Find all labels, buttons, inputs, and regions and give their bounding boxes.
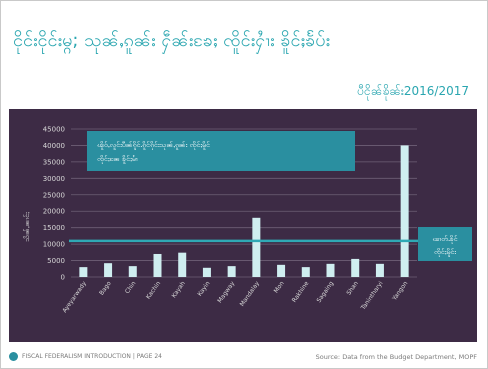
bar-chart: 0 5000 10000 15000 20000 25000 30000 35000 40000…: [23, 126, 472, 314]
bar: [153, 253, 162, 277]
bar: [400, 145, 409, 277]
bar: [104, 263, 113, 277]
fiscal-year-subtitle: ပီငိုၼ်ၶိုၼ်း2016/2017: [357, 84, 469, 98]
footer-source: Source: Data from the Budget Department,…: [315, 353, 477, 361]
y-tick-label: 45000: [43, 126, 65, 134]
bar: [277, 264, 286, 277]
x-category-label: Magway: [216, 280, 236, 305]
y-axis-ticks: 0 5000 10000 15000 20000 25000 30000 35000 40000…: [43, 126, 65, 282]
reference-label-box: [418, 227, 472, 261]
bar: [252, 217, 261, 277]
x-category-label: Bago: [98, 280, 113, 297]
x-category-label: Mandalay: [239, 280, 262, 308]
x-category-label: Kachin: [145, 280, 162, 301]
reference-label-line-1: ၽၢတ်ႉၶိုင်: [432, 235, 458, 244]
y-tick-label: 15000: [43, 224, 65, 232]
footer-logo-icon: [9, 352, 18, 361]
bar: [375, 263, 384, 277]
x-category-label: Kayah: [170, 280, 186, 299]
x-category-label: Shan: [345, 280, 360, 297]
x-category-label: Tanintharyi: [359, 280, 385, 312]
bar: [301, 267, 310, 277]
page-title: ငိုင်းငိုင်းမ္ဂ; သုၼ်ႇၵူၼ်း ႁဵၼ်းၶႄႈ ၸိူ…: [13, 30, 331, 51]
bar: [351, 258, 360, 277]
y-tick-label: 10000: [43, 241, 65, 249]
y-tick-label: 0: [61, 274, 65, 282]
bars: [79, 145, 409, 277]
annotation-box: [87, 131, 355, 171]
bar: [227, 266, 236, 277]
annotation-line-1: ၽိူဝ်ႇလူင်းပီၼ်ၵိူင်ႉၵိူင်ၵိုင်းသုၼ်ႇၵူၼ…: [97, 141, 211, 150]
bar: [79, 267, 88, 277]
footer-left-text: FISCAL FEDERALISM INTRODUCTION | PAGE 24: [22, 353, 162, 360]
y-tick-label: 40000: [43, 142, 65, 150]
x-category-label: Chin: [124, 280, 138, 295]
y-tick-label: 30000: [43, 175, 65, 183]
x-category-label: Kayin: [196, 280, 211, 298]
y-tick-label: 20000: [43, 208, 65, 216]
bar: [326, 263, 335, 277]
reference-label-line-2: ၸိုင်ႈမိူင်း: [434, 248, 456, 257]
y-tick-label: 35000: [43, 158, 65, 166]
y-tick-label: 5000: [47, 257, 65, 265]
bar: [128, 266, 137, 277]
annotation-line-2: ၸိုင်ႈၼႄ ၶိူင်ႈမၢႆ: [97, 155, 138, 164]
x-category-label: Yangon: [391, 280, 410, 303]
chart-panel: 0 5000 10000 15000 20000 25000 30000 35000 40000…: [9, 109, 477, 342]
x-category-label: Sagaing: [315, 280, 335, 304]
x-category-label: Rakhine: [291, 280, 311, 304]
bar: [202, 267, 211, 277]
y-tick-label: 25000: [43, 191, 65, 199]
x-axis-categories: Ayeyarwady Bago Chin Kachin Kayah Kayin Magway…: [61, 280, 409, 314]
footer-left: FISCAL FEDERALISM INTRODUCTION | PAGE 24: [9, 352, 162, 361]
x-category-label: Mon: [273, 280, 286, 295]
x-category-label: Ayeyarwady: [61, 280, 88, 314]
bar: [178, 252, 187, 277]
y-axis-label: သိၼ်ႇၼၢင်ႈ: [23, 212, 31, 242]
